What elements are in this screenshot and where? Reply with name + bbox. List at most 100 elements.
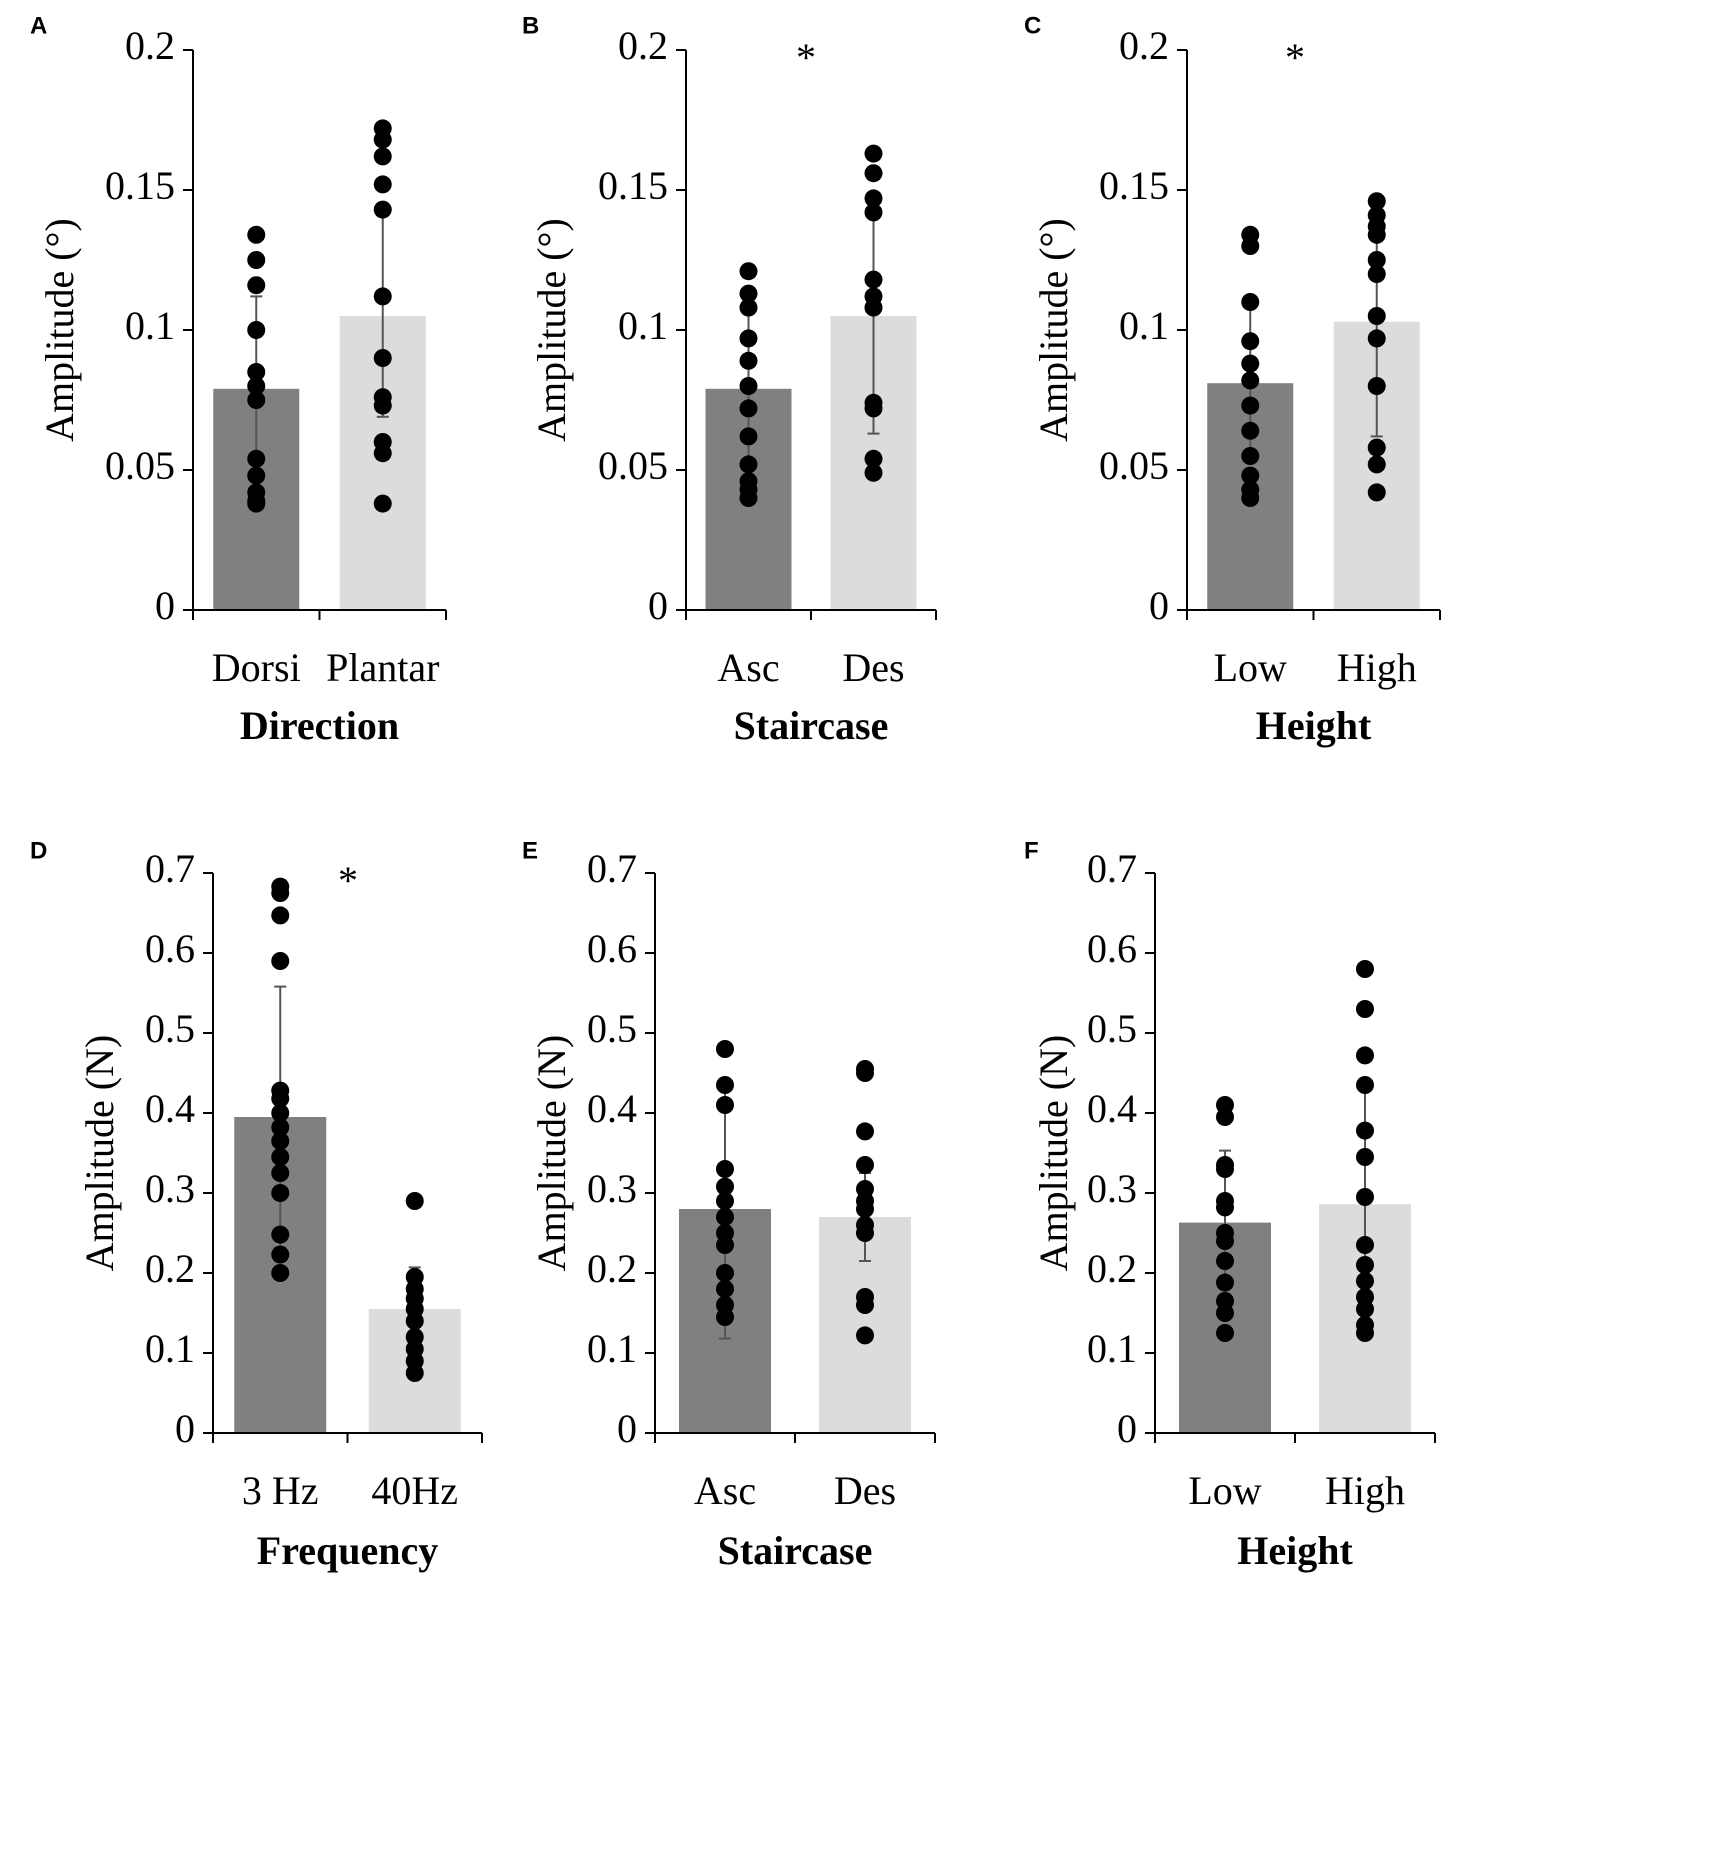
data-point bbox=[856, 1296, 874, 1314]
data-point bbox=[1241, 421, 1260, 440]
data-point bbox=[271, 1264, 290, 1282]
panel-b: B 0 0.05 0.1 0.15 0.2 Asc Des Staircase Amplitude… bbox=[522, 12, 937, 748]
data-point bbox=[739, 399, 758, 418]
y-tick-label: 0.1 bbox=[1087, 1326, 1137, 1371]
y-tick-label: 0 bbox=[1149, 583, 1169, 628]
data-point bbox=[271, 1184, 290, 1202]
data-point bbox=[1367, 377, 1386, 395]
data-point bbox=[1241, 466, 1260, 485]
data-point bbox=[1367, 265, 1386, 283]
data-point bbox=[716, 1280, 734, 1298]
y-tick-label: 0.7 bbox=[587, 846, 637, 891]
data-point bbox=[247, 321, 266, 339]
data-point bbox=[856, 1224, 874, 1242]
panel-a: A 0 0.05 0.1 0.15 0.2 Dorsi Plantar Direction Amp… bbox=[30, 12, 447, 748]
y-tick-label: 0.1 bbox=[1119, 303, 1169, 348]
data-point bbox=[1241, 489, 1260, 507]
data-point bbox=[739, 377, 758, 395]
y-tick-label: 0 bbox=[1117, 1406, 1137, 1451]
panel-e: E 0 0.1 0.2 0.3 0.4 0.5 0.6 0.7 Asc Des Staircase Am… bbox=[522, 837, 936, 1573]
data-point bbox=[1241, 371, 1260, 390]
data-point bbox=[1367, 438, 1386, 457]
data-point bbox=[739, 298, 758, 317]
x-axis-title: Direction bbox=[240, 703, 399, 748]
data-point bbox=[271, 1225, 290, 1244]
data-point bbox=[373, 349, 392, 367]
y-tick-label: 0 bbox=[648, 583, 668, 628]
panel-f: F 0 0.1 0.2 0.3 0.4 0.5 0.6 0.7 Low High Height Ampl… bbox=[1024, 837, 1436, 1573]
y-tick-label: 0.05 bbox=[1099, 443, 1169, 488]
data-point bbox=[1241, 396, 1260, 415]
data-point bbox=[1367, 192, 1386, 211]
data-point bbox=[716, 1096, 734, 1114]
data-point bbox=[716, 1160, 734, 1178]
data-point bbox=[1356, 1188, 1374, 1206]
y-tick-label: 0.5 bbox=[587, 1006, 637, 1051]
data-point bbox=[1356, 1000, 1374, 1018]
data-point bbox=[1367, 329, 1386, 348]
data-point bbox=[864, 449, 883, 468]
data-point bbox=[864, 189, 883, 208]
significance-marker: * bbox=[1285, 35, 1305, 80]
data-point bbox=[1216, 1160, 1234, 1178]
y-axis-title: Amplitude (°) bbox=[1031, 218, 1076, 442]
data-point bbox=[1356, 960, 1374, 978]
data-point bbox=[1216, 1232, 1234, 1250]
data-point bbox=[739, 351, 758, 370]
data-point bbox=[271, 952, 290, 970]
data-point bbox=[1216, 1198, 1234, 1217]
data-point bbox=[405, 1192, 424, 1210]
data-point bbox=[739, 284, 758, 303]
data-point bbox=[1216, 1252, 1234, 1270]
data-point bbox=[864, 298, 883, 317]
data-point bbox=[864, 203, 883, 222]
data-point bbox=[247, 276, 266, 295]
y-tick-label: 0.15 bbox=[598, 163, 668, 208]
y-tick-label: 0.05 bbox=[105, 443, 175, 488]
y-tick-label: 0.05 bbox=[598, 443, 668, 488]
data-point bbox=[1356, 1076, 1374, 1094]
data-point bbox=[373, 444, 392, 463]
data-point bbox=[373, 396, 392, 415]
data-point bbox=[1241, 447, 1260, 465]
x-axis-title: Height bbox=[1237, 1528, 1353, 1573]
data-point bbox=[856, 1156, 874, 1174]
data-point bbox=[405, 1312, 424, 1330]
data-point bbox=[739, 489, 758, 507]
data-point bbox=[1367, 483, 1386, 502]
y-tick-label: 0.2 bbox=[618, 23, 668, 68]
data-point bbox=[373, 147, 392, 166]
y-axis-title: Amplitude (°) bbox=[529, 218, 574, 442]
data-point bbox=[405, 1364, 424, 1382]
y-tick-label: 0.15 bbox=[105, 163, 175, 208]
data-point bbox=[373, 494, 392, 513]
y-axis-title: Amplitude (N) bbox=[529, 1035, 574, 1272]
data-point bbox=[864, 463, 883, 482]
y-tick-label: 0.3 bbox=[587, 1166, 637, 1211]
y-tick-label: 0.3 bbox=[145, 1166, 195, 1211]
data-point bbox=[247, 363, 266, 381]
data-point bbox=[856, 1064, 874, 1082]
y-tick-label: 0.7 bbox=[1087, 846, 1137, 891]
data-point bbox=[373, 175, 392, 194]
panel-label: D bbox=[30, 837, 47, 864]
data-point bbox=[716, 1177, 734, 1196]
data-point bbox=[1356, 1121, 1374, 1140]
y-axis-title: Amplitude (N) bbox=[1031, 1035, 1076, 1272]
data-point bbox=[856, 1200, 874, 1218]
data-point bbox=[739, 427, 758, 446]
data-point bbox=[856, 1122, 874, 1141]
data-point bbox=[716, 1236, 734, 1254]
y-tick-label: 0.6 bbox=[587, 926, 637, 971]
y-axis-title: Amplitude (°) bbox=[37, 218, 82, 442]
data-point bbox=[1241, 354, 1260, 373]
panel-d: D 0 0.1 0.2 0.3 0.4 0.5 0.6 0.7 3 Hz 40Hz Frequency… bbox=[30, 837, 483, 1573]
x-tick-label: Asc bbox=[694, 1468, 756, 1513]
x-tick-label: Des bbox=[842, 645, 904, 690]
data-point bbox=[373, 200, 392, 219]
y-tick-label: 0.4 bbox=[587, 1086, 637, 1131]
panel-c: C 0 0.05 0.1 0.15 0.2 Low High Height Amplitude (… bbox=[1024, 12, 1441, 748]
data-point bbox=[716, 1040, 734, 1058]
data-point bbox=[1356, 1272, 1374, 1290]
